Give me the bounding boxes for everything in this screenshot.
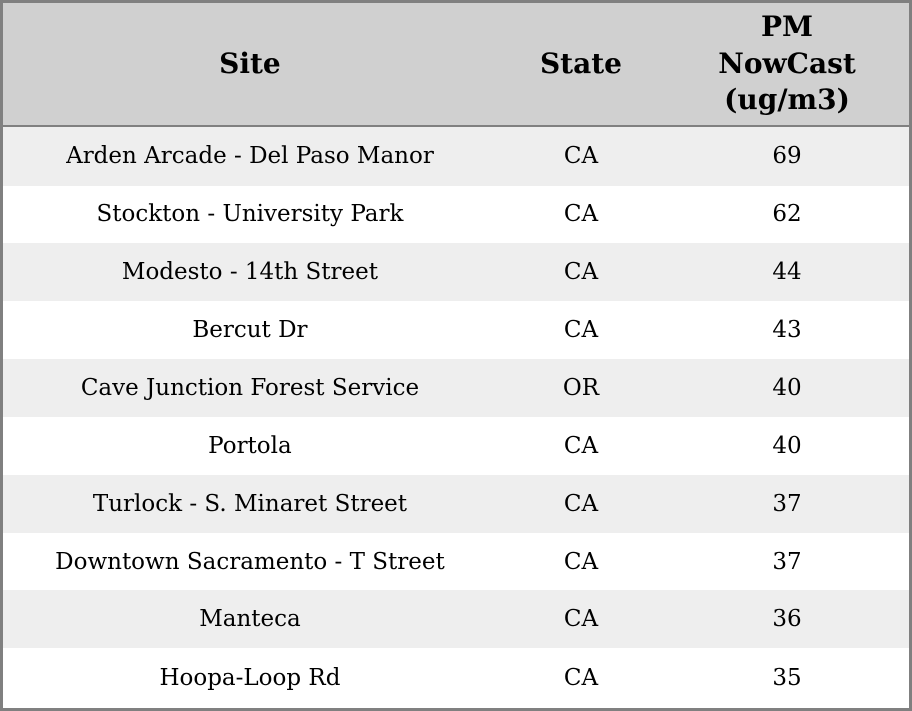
table-row: Bercut Dr CA 43 (1, 301, 911, 360)
table-row: Manteca CA 36 (1, 590, 911, 649)
table-body: Arden Arcade - Del Paso Manor CA 69 Stoc… (1, 125, 911, 710)
cell-state: CA (563, 606, 599, 633)
cell-site: Stockton - University Park (96, 201, 404, 228)
cell-pm-nowcast: 35 (772, 665, 802, 692)
cell-site: Manteca (199, 606, 301, 633)
cell-state: CA (563, 201, 599, 228)
column-header-pm-nowcast: PM NowCast (ug/m3) (665, 1, 911, 127)
table-row: Cave Junction Forest Service OR 40 (1, 359, 911, 417)
cell-pm-nowcast: 62 (772, 201, 802, 228)
table-row: Portola CA 40 (1, 416, 911, 475)
table-row: Arden Arcade - Del Paso Manor CA 69 (1, 125, 911, 186)
cell-pm-nowcast: 43 (772, 317, 802, 344)
cell-state: CA (563, 317, 599, 344)
cell-pm-nowcast: 40 (772, 375, 802, 402)
cell-pm-nowcast: 40 (772, 432, 802, 459)
table-row: Modesto - 14th Street CA 44 (1, 243, 911, 302)
cell-state: CA (563, 259, 599, 286)
cell-pm-nowcast: 44 (772, 259, 802, 286)
cell-pm-nowcast: 37 (772, 490, 802, 517)
cell-pm-nowcast: 37 (772, 548, 802, 575)
cell-site: Hoopa-Loop Rd (159, 665, 341, 692)
column-header-state: State (496, 1, 666, 127)
cell-state: CA (563, 143, 599, 170)
cell-site: Bercut Dr (192, 317, 308, 344)
cell-site: Portola (208, 432, 292, 459)
table-row: Downtown Sacramento - T Street CA 37 (1, 532, 911, 591)
cell-site: Downtown Sacramento - T Street (55, 548, 445, 575)
column-header-pm-nowcast-label: PM NowCast (ug/m3) (718, 10, 856, 116)
column-header-state-label: State (539, 46, 622, 80)
cell-state: CA (563, 432, 599, 459)
cell-site: Cave Junction Forest Service (80, 375, 420, 402)
cell-state: CA (563, 490, 599, 517)
table-header: Site State PM NowCast (ug/m3) (1, 1, 911, 127)
cell-site: Turlock - S. Minaret Street (92, 490, 408, 517)
cell-state: OR (562, 375, 600, 402)
column-header-site-label: Site (219, 46, 281, 80)
table-row: Hoopa-Loop Rd CA 35 (1, 648, 911, 710)
column-header-site: Site (1, 1, 497, 127)
cell-state: CA (563, 665, 599, 692)
table-row: Turlock - S. Minaret Street CA 37 (1, 474, 911, 533)
cell-state: CA (563, 548, 599, 575)
table-row: Stockton - University Park CA 62 (1, 185, 911, 244)
cell-pm-nowcast: 69 (772, 143, 802, 170)
header-row: Site State PM NowCast (ug/m3) (1, 1, 911, 127)
cell-site: Modesto - 14th Street (121, 259, 379, 286)
cell-pm-nowcast: 36 (772, 606, 802, 633)
cell-site: Arden Arcade - Del Paso Manor (66, 143, 434, 170)
